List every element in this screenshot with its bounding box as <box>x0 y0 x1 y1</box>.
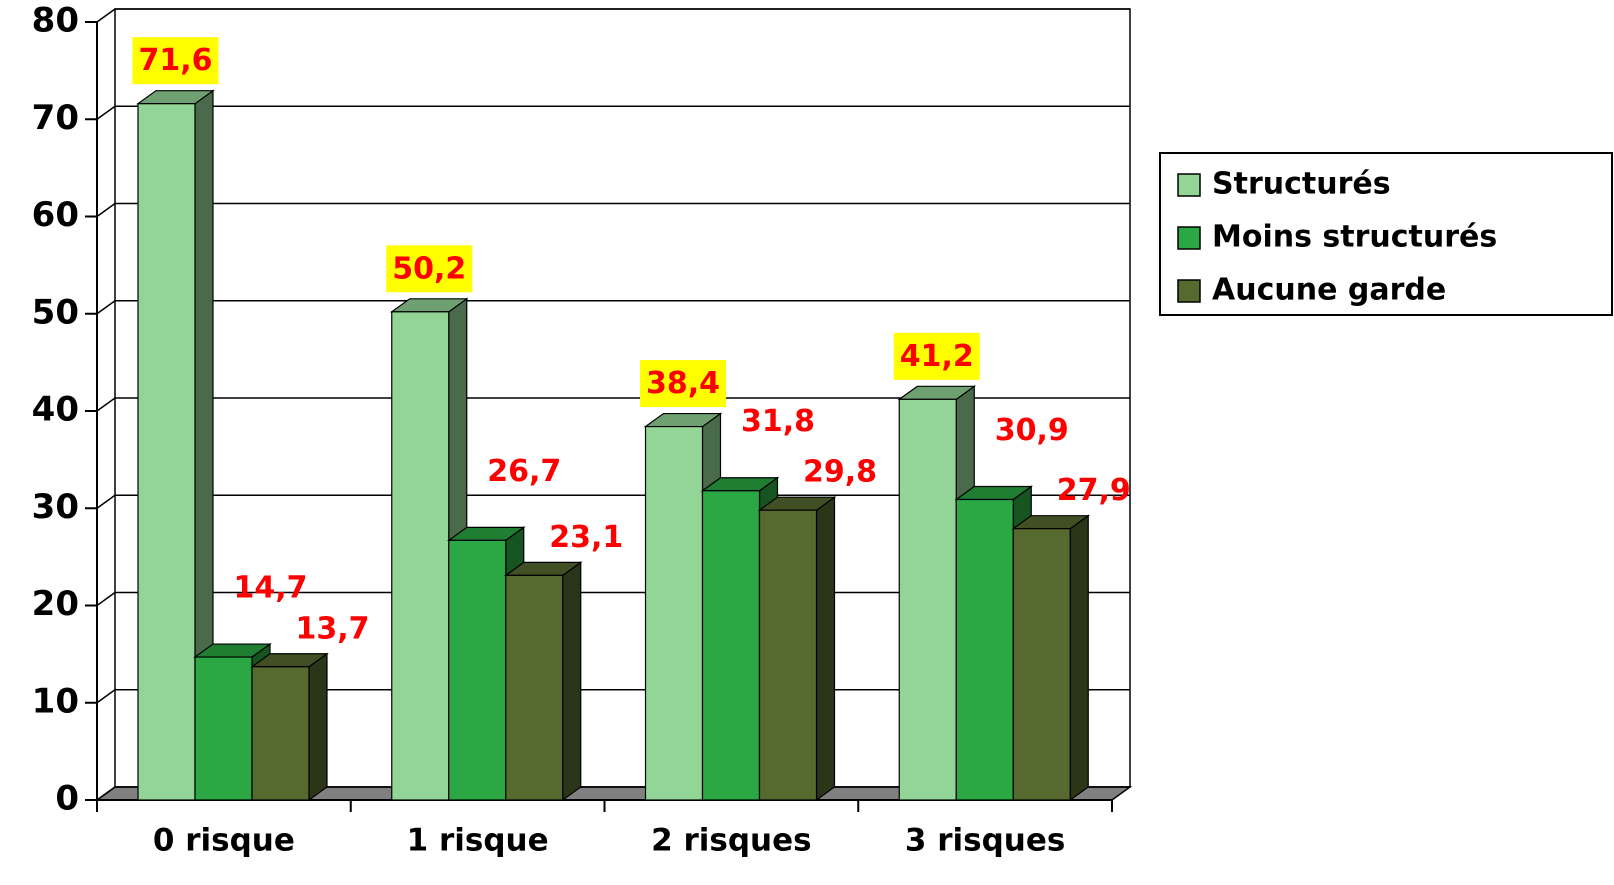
y-tick-label: 10 <box>32 681 79 721</box>
y-tick-label: 40 <box>32 390 79 430</box>
data-label: 41,2 <box>900 339 974 374</box>
x-tick-label: 2 risques <box>651 823 811 859</box>
data-label-group: 31,8 <box>741 404 815 439</box>
data-label-group: 14,7 <box>233 571 307 606</box>
bar <box>505 574 564 801</box>
data-label-group: 27,9 <box>1057 473 1131 508</box>
y-tick-label: 50 <box>32 292 79 332</box>
y-tick-label: 20 <box>32 584 79 624</box>
data-label-highlight <box>639 360 727 408</box>
legend-label: Moins structurés <box>1212 220 1497 255</box>
x-tick-label: 1 risque <box>407 823 549 859</box>
data-label: 38,4 <box>646 366 720 401</box>
data-label-group: 13,7 <box>295 611 369 646</box>
grid-line <box>96 8 1130 23</box>
bar <box>644 425 704 801</box>
data-label: 50,2 <box>392 251 466 286</box>
data-label-group: 71,6 <box>132 37 219 85</box>
legend-swatch <box>1177 279 1201 303</box>
bar <box>955 498 1014 801</box>
legend-label: Aucune garde <box>1212 273 1446 308</box>
y-tick-label: 0 <box>55 779 79 819</box>
bar <box>391 311 450 801</box>
grid-line <box>96 300 1130 315</box>
data-label: 27,9 <box>1057 473 1131 508</box>
legend-box <box>1159 152 1613 316</box>
data-label-group: 23,1 <box>549 520 623 555</box>
data-label-group: 41,2 <box>893 332 980 380</box>
bar-side <box>562 561 582 802</box>
grid-line <box>96 105 1130 120</box>
data-label: 31,8 <box>741 404 815 439</box>
y-tick-label: 80 <box>32 1 79 41</box>
y-tick-label: 60 <box>32 195 79 235</box>
data-label-group: 29,8 <box>803 455 877 490</box>
data-label: 29,8 <box>803 455 877 490</box>
data-label: 71,6 <box>138 43 212 78</box>
bar <box>448 539 507 801</box>
bar <box>137 103 196 801</box>
x-tick-label: 3 risques <box>905 823 1065 859</box>
bar <box>251 666 310 801</box>
bar <box>898 398 957 801</box>
data-label: 23,1 <box>549 520 623 555</box>
grid-line <box>96 397 1130 412</box>
grid-line <box>96 202 1130 218</box>
bar <box>701 490 761 801</box>
bar-side <box>815 496 836 802</box>
data-label-highlight <box>386 245 473 293</box>
data-label-group: 30,9 <box>995 413 1069 448</box>
bar <box>194 656 253 801</box>
legend-swatch <box>1177 226 1201 250</box>
x-tick-label: 0 risque <box>153 823 295 859</box>
data-label: 14,7 <box>233 571 307 606</box>
data-label: 26,7 <box>487 454 561 489</box>
bar-side <box>1069 514 1089 802</box>
bar <box>758 509 818 801</box>
data-label-highlight <box>132 37 219 85</box>
data-label-group: 38,4 <box>639 360 727 408</box>
y-tick-label: 30 <box>32 487 79 527</box>
data-label-highlight <box>893 332 980 380</box>
data-label-group: 26,7 <box>487 454 561 489</box>
data-label-group: 50,2 <box>386 245 473 293</box>
data-label: 30,9 <box>995 413 1069 448</box>
y-tick-label: 70 <box>32 98 79 138</box>
legend-swatch <box>1177 173 1201 197</box>
bar-side <box>308 652 328 802</box>
bar <box>1012 528 1071 801</box>
legend-label: Structurés <box>1212 167 1391 202</box>
grid-line <box>96 494 1130 509</box>
data-label: 13,7 <box>295 611 369 646</box>
